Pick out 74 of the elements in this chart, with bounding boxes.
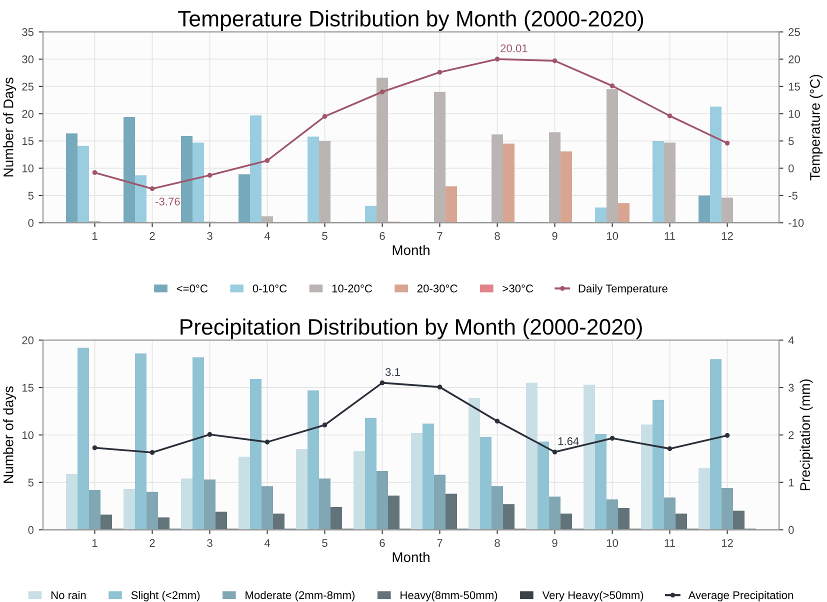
x-tick-label: 8 [494, 232, 500, 240]
legend-label: >30°C [502, 284, 534, 292]
x-tick-label: 4 [264, 539, 270, 547]
y-tick-label: 15 [22, 137, 34, 146]
legend-label: <=0°C [176, 284, 208, 292]
y2-tick-label: 10 [788, 110, 800, 118]
x-tick-label: 6 [380, 539, 385, 547]
y2-tick-label: 20 [788, 55, 800, 64]
x-tick-label: 11 [664, 232, 676, 240]
y2-tick-label: 0 [788, 526, 794, 534]
x-tick-label: 7 [437, 232, 442, 240]
legend-label: No rain [51, 590, 86, 600]
legend-label: Heavy(8mm-50mm) [400, 590, 498, 602]
x-axis-title: Month [392, 244, 430, 256]
legend-label: Very Heavy(>50mm) [542, 590, 644, 602]
x-tick-label: 9 [552, 539, 558, 547]
x-tick-label: 2 [150, 232, 155, 240]
y2-tick-label: 25 [788, 28, 800, 36]
y2-tick-label: 1 [788, 478, 794, 486]
x-tick-label: 1 [92, 232, 98, 240]
x-tick-label: 3 [207, 232, 212, 240]
x-tick-label: 9 [552, 232, 558, 240]
y-tick-label: 5 [28, 192, 34, 200]
x-tick-label: 6 [380, 232, 385, 240]
x-tick-label: 12 [722, 232, 733, 240]
y-axis-title: Number of Days [3, 78, 16, 176]
chart-title: Temperature Distribution by Month (2000-2020) [178, 10, 644, 31]
y2-tick-label: 5 [788, 137, 794, 146]
y-tick-label: 15 [22, 384, 34, 392]
legend-label: Moderate (2mm-8mm) [246, 590, 355, 602]
y2-tick-label: -10 [788, 219, 804, 227]
y-tick-label: 25 [22, 82, 34, 91]
y-tick-label: 10 [22, 164, 34, 172]
legend-label: Slight (<2mm) [131, 590, 200, 602]
x-tick-label: 10 [606, 232, 618, 240]
y-tick-label: 20 [22, 336, 34, 344]
legend-label: 10-20°C [332, 284, 372, 292]
data-label: -3.76 [156, 198, 180, 206]
x-axis-title: Month [392, 552, 430, 562]
data-label: 1.64 [558, 437, 579, 446]
x-tick-label: 5 [322, 232, 328, 240]
y-tick-label: 5 [28, 478, 34, 486]
x-tick-label: 11 [664, 539, 676, 547]
data-label: 3.1 [385, 368, 400, 376]
y2-axis-title: Precipitation (mm) [800, 379, 813, 490]
y-tick-label: 0 [28, 526, 34, 534]
x-tick-label: 10 [606, 539, 618, 547]
y2-axis-title: Temperature (°C) [810, 74, 823, 180]
x-tick-label: 4 [264, 232, 270, 240]
y2-tick-label: 2 [788, 431, 794, 439]
x-tick-label: 3 [207, 539, 212, 547]
legend-label: Average Precipitation [688, 590, 793, 602]
y2-tick-label: 3 [788, 384, 794, 392]
y-tick-label: 0 [28, 219, 34, 227]
chart-title: Precipitation Distribution by Month (2000-2020) [180, 318, 642, 340]
y-axis-title: Number of days [3, 386, 16, 483]
y2-tick-label: 0 [788, 164, 794, 172]
y-tick-label: 30 [22, 55, 34, 64]
legend-label: 0-10°C [252, 284, 287, 292]
legend-label: 20-30°C [417, 284, 458, 292]
x-tick-label: 5 [322, 539, 328, 547]
y2-tick-label: -5 [788, 192, 798, 200]
legend-label: Daily Temperature [578, 284, 668, 295]
y2-tick-label: 4 [788, 336, 794, 344]
x-tick-label: 8 [494, 539, 500, 547]
x-tick-label: 1 [92, 539, 98, 547]
x-tick-label: 12 [722, 539, 733, 547]
x-tick-label: 2 [150, 539, 155, 547]
y-tick-label: 10 [22, 431, 34, 440]
data-label: 20.01 [500, 44, 528, 52]
y2-tick-label: 15 [788, 82, 800, 91]
x-tick-label: 7 [437, 539, 442, 547]
y-tick-label: 35 [22, 28, 34, 36]
y-tick-label: 20 [22, 110, 34, 118]
